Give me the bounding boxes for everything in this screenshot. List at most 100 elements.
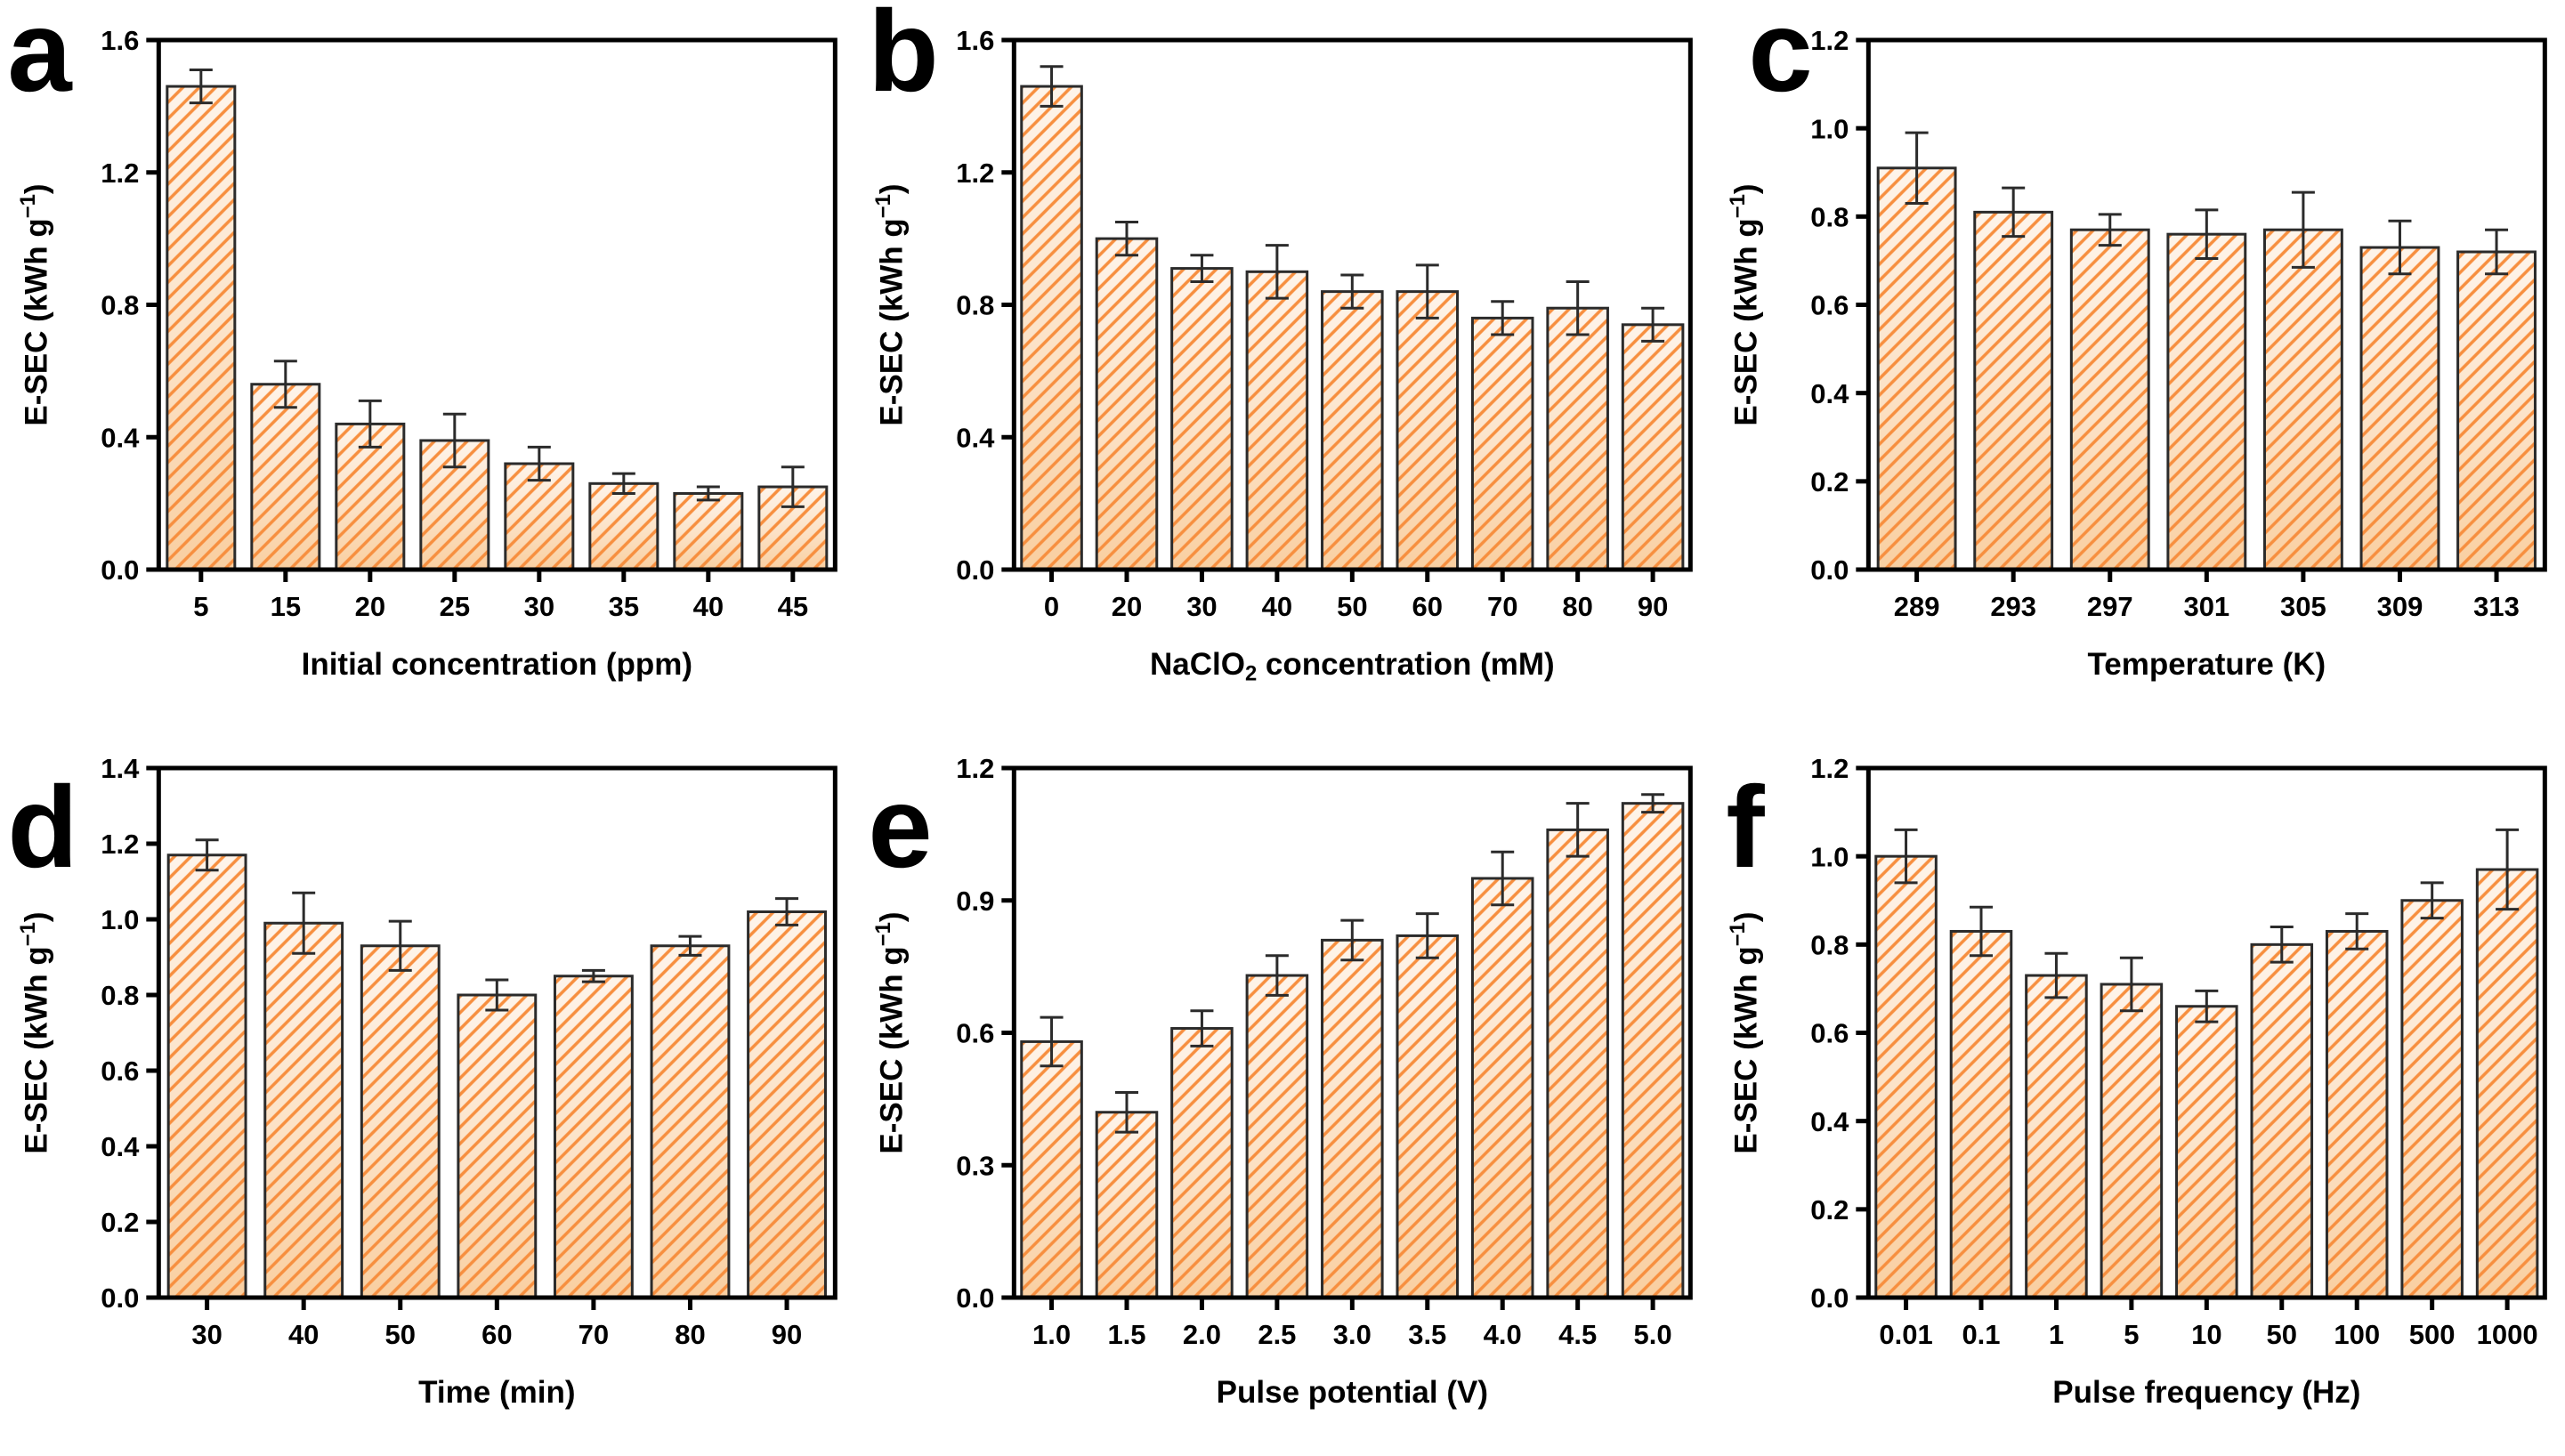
y-tick-label: 0.8 [1811, 201, 1849, 232]
y-axis: 0.0 0.3 0.6 0.9 1.2 [956, 753, 1014, 1314]
y-tick-label: 1.2 [956, 753, 994, 784]
y-tick-label: 1.2 [956, 158, 994, 189]
bar-hatch [1396, 290, 1459, 571]
error-bar [696, 485, 720, 502]
error-bar [2496, 828, 2520, 911]
bar-hatch [263, 921, 344, 1299]
x-tick-label: 70 [579, 1319, 609, 1350]
error-bar [781, 465, 805, 508]
y-tick-label: 0.4 [956, 422, 995, 453]
bar-hatch [1621, 802, 1685, 1299]
bar-hatch [2250, 942, 2314, 1299]
panel-letter: f [1727, 762, 1766, 892]
x-axis: 289 293 297 301 305 309 313 [1894, 570, 2520, 622]
error-bars-group [1905, 131, 2509, 276]
bar-hatch [1245, 974, 1308, 1299]
x-tick-label: 297 [2087, 591, 2133, 622]
bar-hatch [2456, 250, 2537, 571]
y-tick-label: 1.0 [101, 904, 139, 935]
bar-hatch [2070, 228, 2150, 571]
error-bar [2195, 989, 2219, 1023]
y-tick-label: 1.4 [101, 753, 140, 784]
bar-hatch [2100, 983, 2164, 1299]
panel-a: 0.0 0.4 0.8 1.2 1.6 5 15 20 25 30 35 40 45 Initial co… [0, 0, 855, 728]
error-bars-group [195, 838, 799, 1012]
error-bars-group [1040, 65, 1664, 343]
x-tick-label: 20 [1111, 591, 1141, 622]
panel-letter: c [1749, 0, 1813, 116]
bar-hatch [1973, 210, 2054, 571]
bar-chart-pulse-potential: 0.0 0.3 0.6 0.9 1.2 1.0 1.5 2.0 2.5 3.0 3.5 4.0 4.5 5… [854, 728, 1710, 1456]
y-tick-label: 0.4 [1811, 378, 1850, 409]
bar-hatch [166, 85, 237, 571]
x-axis-title: NaClO2 concentration (mM) [1150, 647, 1555, 685]
bar-hatch [2166, 232, 2247, 571]
y-axis-title: E-SEC (kWh g−1) [16, 911, 53, 1153]
y-tick-label: 0.8 [1811, 929, 1849, 960]
bar-chart-pulse-frequency: 0.0 0.2 0.4 0.6 0.8 1.0 1.2 0.01 0.1 1 5 10 50 100 500… [1710, 728, 2565, 1456]
panel-d: 0.0 0.2 0.4 0.6 0.8 1.0 1.2 1.4 30 40 50 60 70 80 90 Ti… [0, 728, 855, 1456]
bar-hatch [588, 481, 659, 571]
y-tick-label: 0.2 [1811, 466, 1849, 497]
x-axis-title: Temperature (K) [2088, 647, 2326, 682]
error-bar [2002, 186, 2026, 239]
y-tick-label: 0.0 [956, 1282, 994, 1314]
error-bar [189, 68, 213, 105]
error-bar [581, 968, 605, 983]
bar-hatch [2326, 929, 2389, 1299]
bar-hatch [1169, 1027, 1234, 1299]
x-tick-label: 50 [385, 1319, 416, 1350]
y-tick-label: 0.8 [101, 290, 139, 321]
bar-hatch [1546, 828, 1609, 1299]
y-tick-label: 0.0 [101, 554, 139, 586]
bar-chart-initial-concentration: 0.0 0.4 0.8 1.2 1.6 5 15 20 25 30 35 40 45 Initial co… [0, 0, 855, 728]
x-tick-label: 5.0 [1633, 1319, 1671, 1350]
x-tick-label: 1.5 [1107, 1319, 1145, 1350]
error-bars-group [189, 68, 805, 508]
y-axis: 0.0 0.2 0.4 0.6 0.8 1.0 1.2 1.4 [101, 753, 159, 1314]
x-tick-label: 5 [2124, 1319, 2140, 1350]
bar-hatch [1950, 929, 2013, 1299]
error-bar [273, 360, 297, 409]
error-bar [388, 919, 412, 972]
error-bar [2292, 190, 2316, 269]
bar-hatch [2263, 228, 2344, 571]
bar-hatch [1095, 237, 1158, 571]
error-bar [442, 412, 466, 469]
bar-hatch [673, 491, 744, 571]
x-tick-label: 60 [481, 1319, 512, 1350]
x-tick-label: 50 [2267, 1319, 2297, 1350]
bar-hatch [360, 944, 441, 1299]
x-tick-label: 40 [288, 1319, 319, 1350]
x-axis-title: Pulse potential (V) [1216, 1375, 1487, 1410]
x-tick-label: 60 [1412, 591, 1442, 622]
bar-hatch [1546, 306, 1609, 571]
panel-letter: e [868, 762, 932, 892]
x-tick-label: 70 [1487, 591, 1517, 622]
error-bar [2485, 228, 2509, 276]
error-bar [1894, 828, 1918, 885]
y-tick-label: 1.2 [101, 829, 139, 860]
y-axis-title: E-SEC (kWh g−1) [16, 183, 53, 425]
panel-e: 0.0 0.3 0.6 0.9 1.2 1.0 1.5 2.0 2.5 3.0 3.5 4.0 4.5 5… [854, 728, 1711, 1456]
bar-hatch [457, 993, 538, 1299]
bar-hatch [250, 383, 321, 571]
x-tick-label: 35 [609, 591, 639, 622]
x-tick-label: 2.0 [1183, 1319, 1221, 1350]
bars-group [1019, 85, 1685, 571]
panel-f: 0.0 0.2 0.4 0.6 0.8 1.0 1.2 0.01 0.1 1 5 10 50 100 500… [1710, 728, 2565, 1456]
error-bar [2388, 219, 2412, 276]
x-tick-label: 0 [1044, 591, 1059, 622]
bar-chart-temperature: 0.0 0.2 0.4 0.6 0.8 1.0 1.2 289 293 297 301 305 309 3… [1710, 0, 2565, 728]
x-tick-label: 0.1 [1962, 1319, 2001, 1350]
x-tick-label: 2.5 [1258, 1319, 1296, 1350]
bar-hatch [1245, 270, 1308, 571]
x-axis: 5 15 20 25 30 35 40 45 [193, 570, 808, 622]
error-bar [1490, 850, 1514, 907]
bar-hatch [1095, 1111, 1158, 1299]
error-bar [1905, 131, 1929, 205]
bar-hatch [1396, 934, 1459, 1299]
bar-hatch [1169, 267, 1234, 571]
bar-hatch [1470, 877, 1534, 1299]
bar-hatch [2476, 868, 2539, 1299]
